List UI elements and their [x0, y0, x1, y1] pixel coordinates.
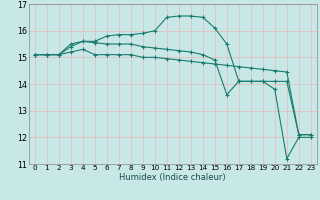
X-axis label: Humidex (Indice chaleur): Humidex (Indice chaleur): [119, 173, 226, 182]
